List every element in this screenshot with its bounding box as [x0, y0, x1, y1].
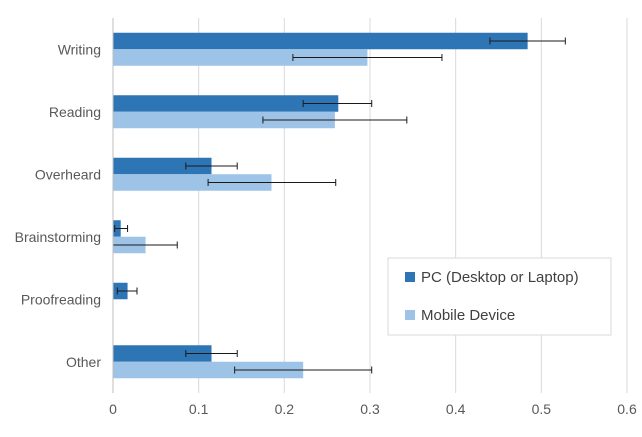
category-label: Proofreading — [21, 291, 101, 307]
category-label: Reading — [49, 104, 101, 120]
category-label: Brainstorming — [15, 229, 101, 245]
x-tick-label: 0.2 — [275, 401, 295, 417]
legend-label: PC (Desktop or Laptop) — [421, 269, 579, 286]
gridlines — [198, 18, 628, 393]
bar — [113, 49, 368, 66]
legend-swatch — [405, 310, 415, 320]
x-tick-label: 0.1 — [189, 401, 209, 417]
x-tick-label: 0.5 — [532, 401, 552, 417]
category-label: Other — [66, 354, 101, 370]
category-label: Overheard — [35, 166, 101, 182]
error-bars — [112, 37, 566, 374]
category-label: Writing — [58, 41, 101, 57]
bar — [113, 111, 335, 129]
labels: 0 0.1 0.2 0.3 0.4 0.5 0.6 Writing Reading Overhea… — [15, 41, 637, 417]
bar — [113, 345, 212, 362]
x-tick-label: 0 — [109, 401, 117, 417]
legend: PC (Desktop or Laptop) Mobile Device — [387, 257, 612, 336]
bar — [113, 32, 528, 50]
x-tick-label: 0.6 — [617, 401, 637, 417]
bar — [113, 95, 339, 112]
bars — [113, 32, 528, 379]
bar — [113, 157, 212, 175]
legend-label: Mobile Device — [421, 307, 515, 324]
bar — [113, 361, 304, 379]
x-tick-label: 0.3 — [360, 401, 380, 417]
legend-swatch — [405, 272, 415, 282]
x-tick-label: 0.4 — [446, 401, 466, 417]
bar — [113, 174, 272, 191]
legend-box — [387, 257, 612, 336]
